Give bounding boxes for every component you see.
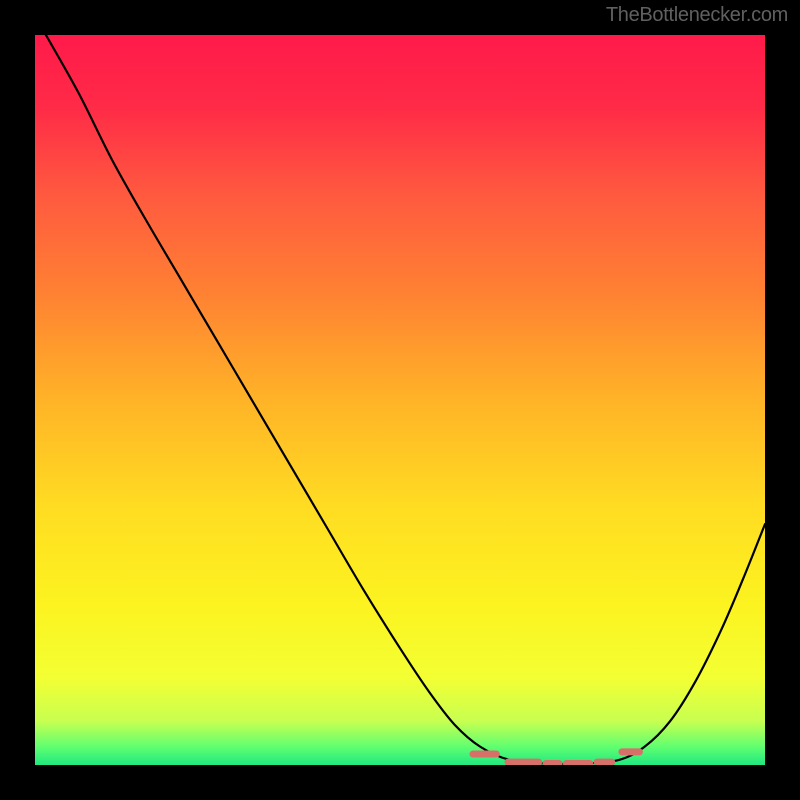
plot-area [35,35,765,765]
bottleneck-curve [35,35,765,765]
marker-band [473,752,639,764]
attribution-text: TheBottlenecker.com [606,4,788,27]
